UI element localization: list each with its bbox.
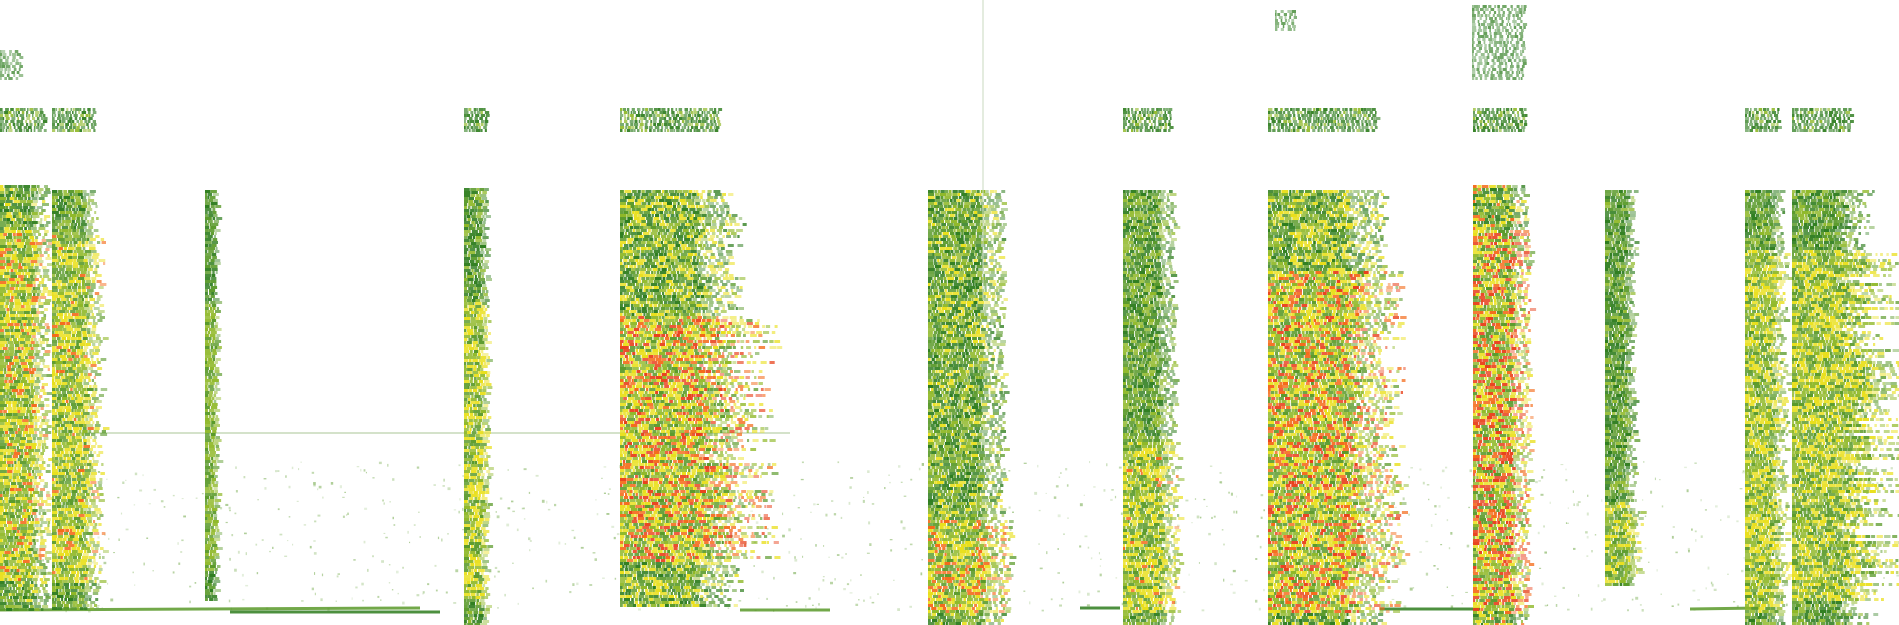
sound-event (464, 108, 494, 625)
sound-event (620, 108, 783, 607)
sound-event (1745, 108, 1795, 625)
sound-event (205, 190, 224, 601)
sound-event-layer (0, 5, 1899, 625)
sound-event (0, 108, 55, 611)
sound-event (1605, 190, 1647, 586)
sound-event (928, 190, 1017, 625)
sound-event (52, 108, 110, 610)
sound-event (1268, 108, 1411, 625)
tone-line (0, 606, 421, 612)
sound-event (1473, 108, 1537, 625)
sound-event (1792, 108, 1899, 625)
sound-event (1123, 108, 1185, 625)
